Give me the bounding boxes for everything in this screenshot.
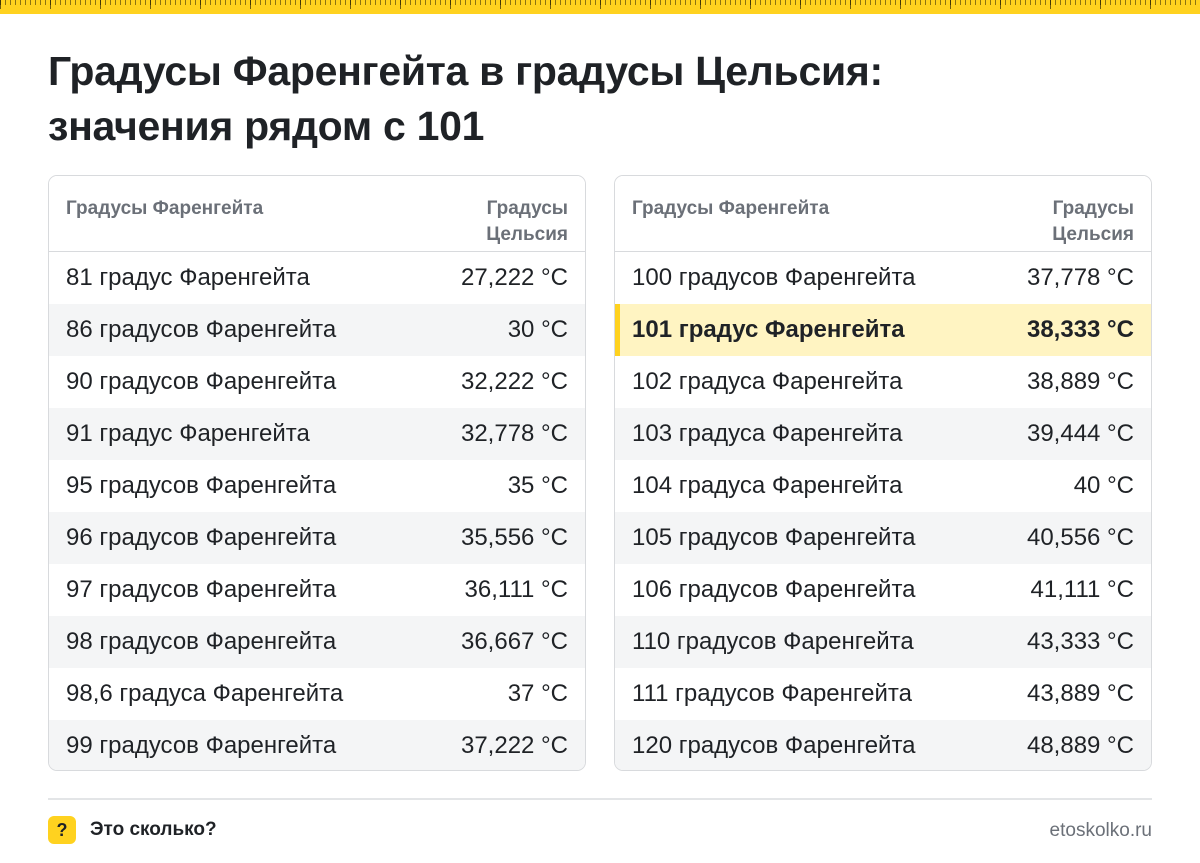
celsius-cell: 32,222 °C	[460, 368, 568, 395]
table-row: 106 градусов Фаренгейта 41,111 °C	[615, 564, 1151, 616]
table-row: 86 градусов Фаренгейта 30 °C	[49, 304, 585, 356]
celsius-cell: 38,333 °C	[1026, 316, 1134, 343]
table-row: 100 градусов Фаренгейта 37,778 °C	[615, 252, 1151, 304]
table-row: 95 градусов Фаренгейта 35 °C	[49, 460, 585, 512]
celsius-cell: 41,111 °C	[1030, 576, 1134, 603]
fahrenheit-cell: 95 градусов Фаренгейта	[66, 472, 337, 499]
celsius-cell: 40 °C	[1073, 472, 1134, 499]
table-row: 103 градуса Фаренгейта 39,444 °C	[615, 408, 1151, 460]
header-celsius-line-1: Градусы	[486, 198, 568, 219]
fahrenheit-cell: 96 градусов Фаренгейта	[66, 524, 337, 551]
fahrenheit-cell: 98,6 градуса Фаренгейта	[66, 680, 344, 707]
title-line-1: Градусы Фаренгейта в градусы Цельсия:	[48, 48, 883, 94]
celsius-cell: 35,556 °C	[460, 524, 568, 551]
table-row: 99 градусов Фаренгейта 37,222 °C	[49, 720, 585, 770]
table-row: 96 градусов Фаренгейта 35,556 °C	[49, 512, 585, 564]
celsius-cell: 32,778 °C	[460, 420, 568, 447]
fahrenheit-cell: 86 градусов Фаренгейта	[66, 316, 337, 343]
celsius-cell: 43,889 °C	[1026, 680, 1134, 707]
header-celsius-line-1: Градусы	[1052, 198, 1134, 219]
celsius-cell: 35 °C	[507, 472, 568, 499]
title-line-2: значения рядом с 101	[48, 103, 485, 149]
celsius-cell: 37 °C	[507, 680, 568, 707]
table-row: 91 градус Фаренгейта 32,778 °C	[49, 408, 585, 460]
header-fahrenheit: Градусы Фаренгейта	[66, 198, 264, 219]
fahrenheit-cell: 91 градус Фаренгейта	[66, 420, 310, 447]
fahrenheit-cell: 106 градусов Фаренгейта	[632, 576, 916, 603]
site-link[interactable]: etoskolko.ru	[1049, 820, 1152, 841]
fahrenheit-cell: 90 градусов Фаренгейта	[66, 368, 337, 395]
fahrenheit-cell: 120 градусов Фаренгейта	[632, 732, 916, 759]
fahrenheit-cell: 97 градусов Фаренгейта	[66, 576, 337, 603]
fahrenheit-cell: 100 градусов Фаренгейта	[632, 264, 916, 291]
footer-brand-block[interactable]: ? Это сколько?	[48, 816, 217, 844]
table-row: 104 градуса Фаренгейта 40 °C	[615, 460, 1151, 512]
table-row: 111 градусов Фаренгейта 43,889 °C	[615, 668, 1151, 720]
table-body: 100 градусов Фаренгейта 37,778 °C 101 гра…	[615, 252, 1151, 770]
table-body: 81 градус Фаренгейта 27,222 °C 86 градусо…	[49, 252, 585, 770]
table-row: 98 градусов Фаренгейта 36,667 °C	[49, 616, 585, 668]
table-row: 81 градус Фаренгейта 27,222 °C	[49, 252, 585, 304]
celsius-cell: 48,889 °C	[1026, 732, 1134, 759]
celsius-cell: 38,889 °C	[1026, 368, 1134, 395]
fahrenheit-cell: 105 градусов Фаренгейта	[632, 524, 916, 551]
fahrenheit-cell: 99 градусов Фаренгейта	[66, 732, 337, 759]
table-row: 110 градусов Фаренгейта 43,333 °C	[615, 616, 1151, 668]
fahrenheit-cell: 110 градусов Фаренгейта	[632, 628, 914, 655]
fahrenheit-cell: 102 градуса Фаренгейта	[632, 368, 903, 395]
header-celsius-line-2: Цельсия	[486, 224, 568, 245]
celsius-cell: 40,556 °C	[1026, 524, 1134, 551]
table-row: 102 градуса Фаренгейта 38,889 °C	[615, 356, 1151, 408]
celsius-cell: 27,222 °C	[460, 264, 568, 291]
celsius-cell: 36,111 °C	[464, 576, 568, 603]
fahrenheit-cell: 98 градусов Фаренгейта	[66, 628, 337, 655]
celsius-cell: 43,333 °C	[1026, 628, 1134, 655]
celsius-cell: 36,667 °C	[460, 628, 568, 655]
table-row: 105 градусов Фаренгейта 40,556 °C	[615, 512, 1151, 564]
fahrenheit-cell: 101 градус Фаренгейта	[632, 316, 905, 343]
header-fahrenheit: Градусы Фаренгейта	[632, 198, 830, 219]
conversion-table-left: Градусы Фаренгейта Градусы Цельсия 81 гр…	[48, 175, 586, 771]
table-row: 98,6 градуса Фаренгейта 37 °C	[49, 668, 585, 720]
table-header: Градусы Фаренгейта Градусы Цельсия	[615, 176, 1151, 252]
page-title: Градусы Фаренгейта в градусы Цельсия: зн…	[48, 44, 1148, 154]
table-row: 97 градусов Фаренгейта 36,111 °C	[49, 564, 585, 616]
table-row: 120 градусов Фаренгейта 48,889 °C	[615, 720, 1151, 770]
question-icon: ?	[48, 816, 76, 844]
table-header: Градусы Фаренгейта Градусы Цельсия	[49, 176, 585, 252]
celsius-cell: 30 °C	[507, 316, 568, 343]
brand-name: Это сколько?	[90, 819, 217, 840]
table-row-highlighted: 101 градус Фаренгейта 38,333 °C	[615, 304, 1151, 356]
conversion-table-right: Градусы Фаренгейта Градусы Цельсия 100 г…	[614, 175, 1152, 771]
fahrenheit-cell: 111 градусов Фаренгейта	[632, 680, 912, 707]
header-celsius: Градусы Цельсия	[458, 196, 568, 251]
header-celsius: Градусы Цельсия	[1024, 196, 1134, 251]
fahrenheit-cell: 103 градуса Фаренгейта	[632, 420, 903, 447]
celsius-cell: 37,222 °C	[460, 732, 568, 759]
fahrenheit-cell: 104 градуса Фаренгейта	[632, 472, 903, 499]
celsius-cell: 39,444 °C	[1026, 420, 1134, 447]
fahrenheit-cell: 81 градус Фаренгейта	[66, 264, 310, 291]
ruler-decoration	[0, 0, 1200, 14]
table-row: 90 градусов Фаренгейта 32,222 °C	[49, 356, 585, 408]
celsius-cell: 37,778 °C	[1026, 264, 1134, 291]
footer-divider	[48, 798, 1152, 800]
header-celsius-line-2: Цельсия	[1052, 224, 1134, 245]
